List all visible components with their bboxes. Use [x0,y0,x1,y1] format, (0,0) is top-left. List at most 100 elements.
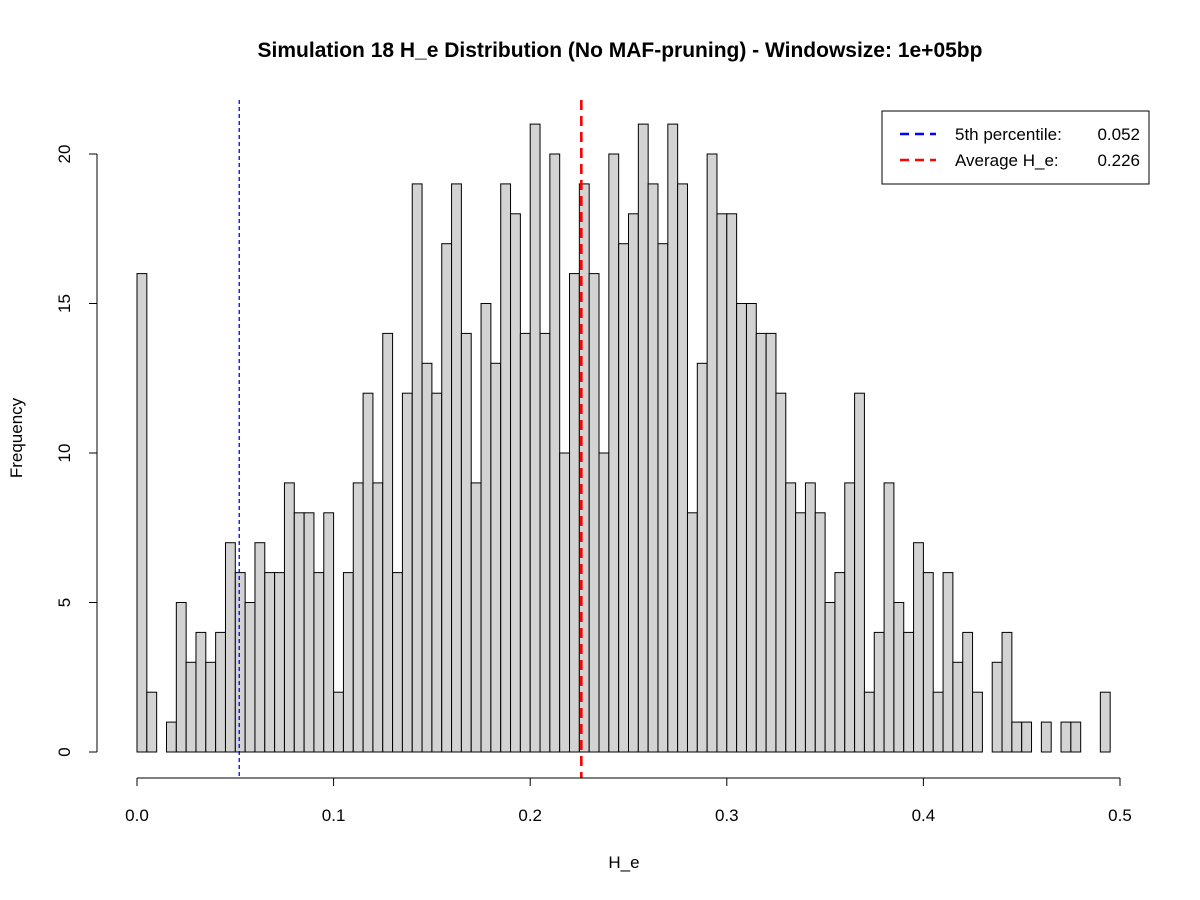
histogram-bar [185,661,197,753]
histogram-bar [175,602,187,753]
chart-title: Simulation 18 H_e Distribution (No MAF-p… [258,39,983,62]
histogram-bar [215,631,226,753]
y-ticks: 0 5 10 15 20 [55,145,97,757]
histogram-bar [1099,691,1111,753]
histogram-bar [274,572,285,753]
histogram-bar [824,602,836,753]
histogram-bar [765,332,777,753]
histogram-bar [510,213,521,753]
histogram-bar [303,512,315,753]
histogram-bar [234,572,246,753]
legend-label-average: Average H_e: [955,151,1059,170]
histogram-bar [814,512,826,753]
histogram-bar [362,392,374,753]
histogram-bar [706,153,718,753]
histogram-bar [529,123,541,753]
histogram-bar [962,631,974,753]
histogram-bar [549,153,561,753]
histogram-bar [854,392,865,753]
histogram-bar [205,661,217,753]
histogram-bar [1040,721,1052,753]
histogram-bar [716,213,728,753]
histogram-bar [903,631,915,753]
x-tick-label: 0.3 [715,806,739,825]
histogram-bar [224,542,236,753]
histogram-bar [755,332,767,753]
histogram-bar [136,273,148,753]
histogram-bar [451,183,462,753]
histogram-bar [922,572,934,753]
histogram-bar [372,482,384,753]
y-axis: 0 5 10 15 20 [55,145,98,757]
histogram-bar [1060,721,1072,753]
histogram-bar [834,572,846,753]
histogram-bar [559,452,571,753]
histogram-bar [146,691,158,753]
histogram-bar [745,303,757,753]
histogram-bar [598,452,610,753]
x-axis: 0.0 0.1 0.2 0.3 0.4 0.5 [125,777,1132,825]
histogram-bar [972,691,983,753]
histogram-bar [785,482,797,753]
y-axis-label: Frequency [7,397,26,478]
y-tick-label: 20 [55,145,74,164]
histogram-bar [569,273,580,753]
histogram-bar [500,183,512,753]
histogram-bar [333,691,344,753]
histogram-bar [421,362,433,753]
histogram-bar [618,243,629,753]
histogram-bar [441,243,453,753]
histogram-bar [244,602,256,753]
histogram-bar [293,512,305,753]
reference-lines [238,100,583,778]
histogram-bar [795,512,806,753]
histogram-bar [264,572,276,753]
histogram-bar [352,482,364,753]
histogram-bar [254,542,266,753]
histogram-bar [490,362,502,753]
histogram-bar [480,303,492,753]
bars-group [136,123,1111,753]
histogram-bar [283,482,295,753]
x-tick-label: 0.5 [1108,806,1132,825]
histogram-bar [883,482,895,753]
histogram-bar [392,572,403,753]
histogram-bar [608,153,620,753]
histogram-bar [844,482,856,753]
histogram-bar [539,332,551,753]
histogram-bar [313,572,325,753]
histogram-bar [893,602,905,753]
histogram-bar [932,691,944,753]
histogram-bar [382,332,394,753]
histogram-bar [588,273,600,753]
histogram-bar [401,392,413,753]
histogram-bar [726,213,738,753]
histogram-bar [637,123,649,753]
histogram-bar [1011,721,1023,753]
y-tick-label: 0 [55,747,74,756]
histogram-bar [775,392,787,753]
histogram-bar [165,721,177,753]
x-tick-label: 0.1 [322,806,346,825]
histogram-bar [942,572,954,753]
histogram-bar [628,213,639,753]
x-axis-label: H_e [608,853,639,872]
histogram-bar [519,332,531,753]
histogram-bar [470,482,482,753]
histogram-bar [411,183,423,753]
legend: 5th percentile: 0.052 Average H_e: 0.226 [881,110,1150,185]
histogram-bar [667,123,679,753]
histogram-bar [952,661,964,753]
x-ticks: 0.0 0.1 0.2 0.3 0.4 0.5 [125,778,1132,825]
histogram-bar [1070,721,1082,753]
histogram-bar [323,512,335,753]
x-tick-label: 0.0 [125,806,149,825]
x-tick-label: 0.2 [518,806,542,825]
histogram-bar [686,512,698,753]
histogram-bar [677,183,688,753]
histogram-bar [913,542,924,753]
legend-value-average: 0.226 [1097,151,1140,170]
histogram-bar [991,661,1003,753]
